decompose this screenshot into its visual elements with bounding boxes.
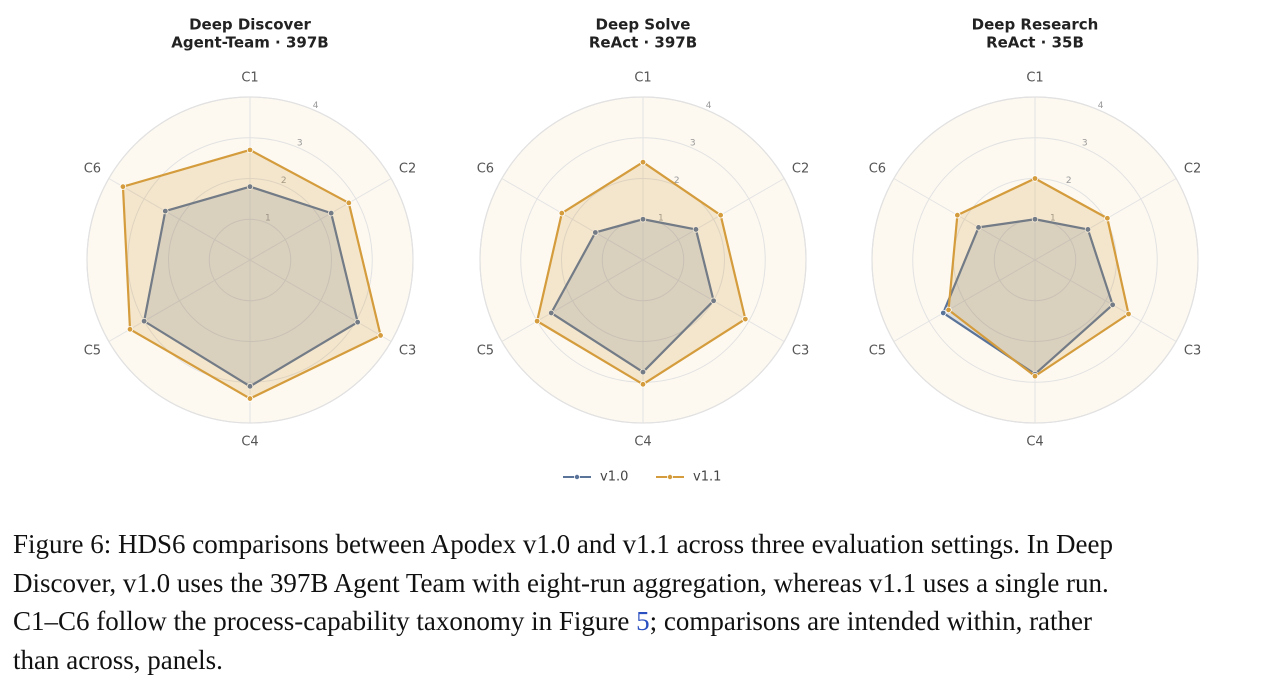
category-label: C6 bbox=[84, 162, 101, 177]
chart-title: Deep Research bbox=[972, 16, 1099, 34]
data-point bbox=[1031, 372, 1039, 380]
caption-line: than across, panels. bbox=[13, 644, 223, 675]
category-label: C5 bbox=[869, 344, 886, 359]
r-tick-label: 4 bbox=[313, 101, 319, 111]
category-label: C3 bbox=[399, 344, 416, 359]
legend-marker bbox=[574, 473, 581, 480]
grid-ring bbox=[912, 137, 1158, 383]
chart-subtitle: ReAct · 35B bbox=[986, 34, 1084, 52]
data-point bbox=[1104, 215, 1111, 222]
category-label: C1 bbox=[1026, 71, 1043, 86]
data-point bbox=[162, 207, 169, 215]
category-label: C2 bbox=[792, 162, 809, 177]
grid-ring bbox=[561, 178, 725, 342]
category-label: C2 bbox=[399, 162, 416, 177]
legend-label: v1.1 bbox=[693, 470, 721, 485]
grid-ring bbox=[208, 218, 292, 302]
caption-line: C1–C6 follow the process-capability taxo… bbox=[13, 606, 637, 636]
data-point bbox=[1109, 301, 1116, 309]
r-tick-label: 2 bbox=[1066, 176, 1072, 186]
data-point bbox=[954, 211, 961, 219]
data-point bbox=[717, 211, 724, 219]
data-point bbox=[592, 229, 599, 236]
data-point bbox=[1125, 310, 1132, 318]
caption-line: Discover, v1.0 uses the 397B Agent Team … bbox=[13, 567, 1109, 598]
r-tick-label: 1 bbox=[1050, 213, 1056, 223]
data-point bbox=[975, 224, 982, 231]
r-tick-label: 1 bbox=[265, 213, 271, 223]
data-point bbox=[639, 368, 647, 376]
category-label: C4 bbox=[634, 435, 651, 450]
data-point bbox=[533, 317, 541, 325]
category-label: C3 bbox=[792, 344, 809, 359]
grid-ring bbox=[871, 96, 1199, 424]
data-point bbox=[558, 209, 566, 217]
category-label: C6 bbox=[869, 162, 886, 177]
data-point bbox=[639, 158, 647, 166]
data-point bbox=[639, 381, 647, 388]
caption: Figure 6: HDS6 comparisons between Apode… bbox=[13, 525, 1113, 679]
r-tick-label: 3 bbox=[297, 138, 303, 148]
figure-link[interactable]: 5 bbox=[636, 606, 650, 636]
r-tick-label: 4 bbox=[706, 101, 712, 111]
data-point bbox=[1084, 226, 1092, 233]
data-point bbox=[742, 315, 749, 323]
data-point bbox=[327, 209, 335, 217]
category-label: C5 bbox=[477, 344, 494, 359]
data-point bbox=[246, 395, 254, 402]
chart-subtitle: ReAct · 397B bbox=[589, 34, 697, 52]
data-point bbox=[692, 226, 700, 233]
category-label: C3 bbox=[1184, 344, 1201, 359]
data-point bbox=[945, 306, 952, 314]
grid-ring bbox=[86, 96, 414, 424]
category-label: C6 bbox=[477, 162, 494, 177]
legend-label: v1.0 bbox=[600, 470, 628, 485]
grid-ring bbox=[479, 96, 807, 424]
r-tick-label: 2 bbox=[674, 176, 680, 186]
data-point bbox=[354, 318, 361, 326]
legend-marker bbox=[667, 473, 674, 480]
data-point bbox=[1031, 175, 1039, 182]
r-tick-label: 4 bbox=[1098, 101, 1104, 111]
data-point bbox=[639, 216, 647, 223]
r-tick-label: 3 bbox=[690, 138, 696, 148]
data-point bbox=[246, 183, 254, 190]
category-label: C1 bbox=[634, 71, 651, 86]
caption-line: Figure 6: HDS6 comparisons between Apode… bbox=[13, 529, 1114, 559]
category-label: C1 bbox=[241, 71, 258, 86]
chart-title: Deep Discover bbox=[189, 16, 311, 34]
data-point bbox=[377, 332, 384, 339]
chart-title: Deep Solve bbox=[596, 16, 691, 34]
category-label: C4 bbox=[241, 435, 258, 450]
data-point bbox=[119, 183, 127, 190]
caption-line: ; comparisons are intended within, rathe… bbox=[649, 606, 1093, 636]
r-tick-label: 1 bbox=[658, 213, 664, 223]
data-point bbox=[548, 309, 555, 317]
data-point bbox=[246, 146, 254, 154]
r-tick-label: 3 bbox=[1082, 138, 1088, 148]
grid-ring bbox=[168, 178, 332, 342]
data-point bbox=[1031, 216, 1039, 223]
category-label: C2 bbox=[1184, 162, 1201, 177]
data-point bbox=[126, 326, 134, 333]
data-point bbox=[710, 297, 717, 304]
data-point bbox=[140, 317, 148, 325]
chart-subtitle: Agent-Team · 397B bbox=[171, 34, 328, 52]
category-label: C5 bbox=[84, 344, 101, 359]
data-point bbox=[940, 309, 947, 317]
r-tick-label: 2 bbox=[281, 176, 287, 186]
data-point bbox=[246, 383, 254, 390]
category-label: C4 bbox=[1026, 435, 1043, 450]
data-point bbox=[345, 199, 353, 207]
grid-ring bbox=[127, 137, 373, 383]
